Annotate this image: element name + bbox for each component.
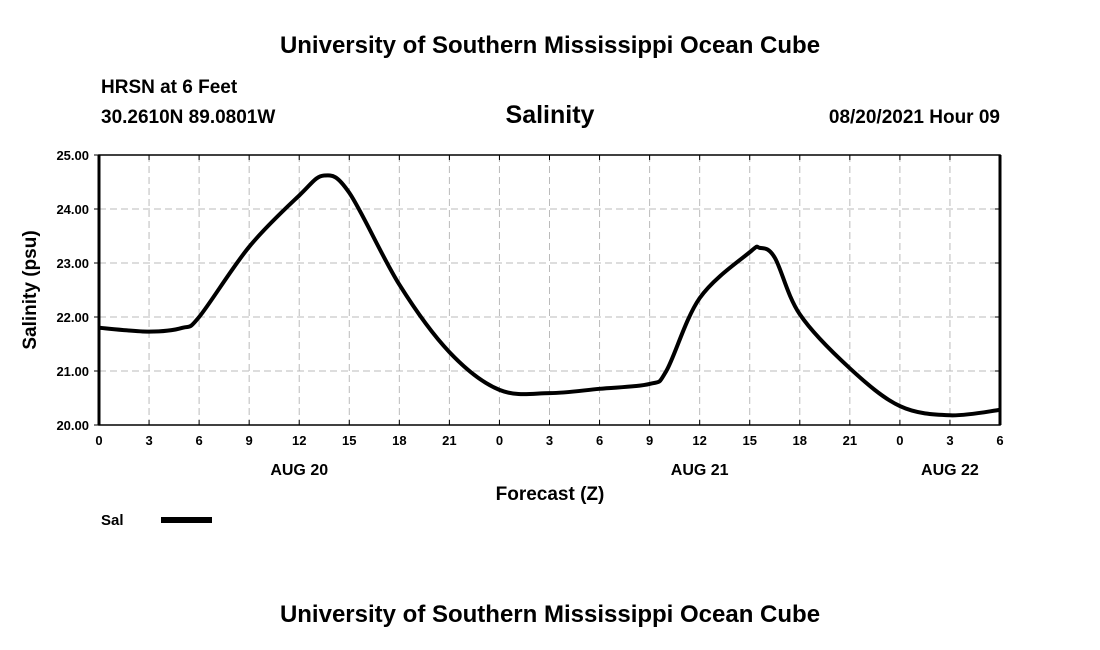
x-tick-label: 3 [546, 433, 553, 448]
x-tick-label: 9 [646, 433, 653, 448]
x-tick-label: 9 [246, 433, 253, 448]
x-tick-label: 3 [145, 433, 152, 448]
x-tick-label: 6 [996, 433, 1003, 448]
x-tick-label: 3 [946, 433, 953, 448]
x-tick-label: 18 [392, 433, 406, 448]
y-tick-label: 22.00 [56, 310, 89, 325]
x-tick-label: 0 [496, 433, 503, 448]
chart-title: Salinity [505, 101, 595, 129]
coordinates-label: 30.2610N 89.0801W [101, 107, 276, 128]
x-tick-label: 6 [596, 433, 603, 448]
x-tick-label: 15 [342, 433, 356, 448]
y-tick-label: 21.00 [56, 364, 89, 379]
x-tick-label: 0 [95, 433, 102, 448]
series-line-sal [98, 173, 1001, 418]
x-tick-label: 12 [692, 433, 706, 448]
x-axis-label: Forecast (Z) [496, 484, 605, 505]
datetime-label: 08/20/2021 Hour 09 [828, 107, 1000, 128]
y-tick-label: 20.00 [56, 418, 89, 433]
footer-title: University of Southern Mississippi Ocean… [279, 601, 821, 628]
legend-label: Sal [101, 512, 124, 529]
date-label: AUG 21 [671, 462, 729, 479]
y-tick-label: 24.00 [56, 202, 89, 217]
y-tick-label: 25.00 [56, 148, 89, 163]
x-tick-label: 15 [742, 433, 756, 448]
x-tick-label: 12 [292, 433, 306, 448]
x-tick-label: 0 [896, 433, 903, 448]
date-label: AUG 20 [270, 462, 328, 479]
x-tick-label: 18 [793, 433, 807, 448]
x-tick-label: 21 [442, 433, 456, 448]
station-label: HRSN at 6 Feet [101, 77, 238, 98]
date-label: AUG 22 [921, 462, 979, 479]
page-title: University of Southern Mississippi Ocean… [279, 32, 821, 59]
y-tick-label: 23.00 [56, 256, 89, 271]
x-tick-label: 6 [195, 433, 202, 448]
x-tick-label: 21 [843, 433, 857, 448]
y-axis-label: Salinity (psu) [20, 230, 41, 349]
